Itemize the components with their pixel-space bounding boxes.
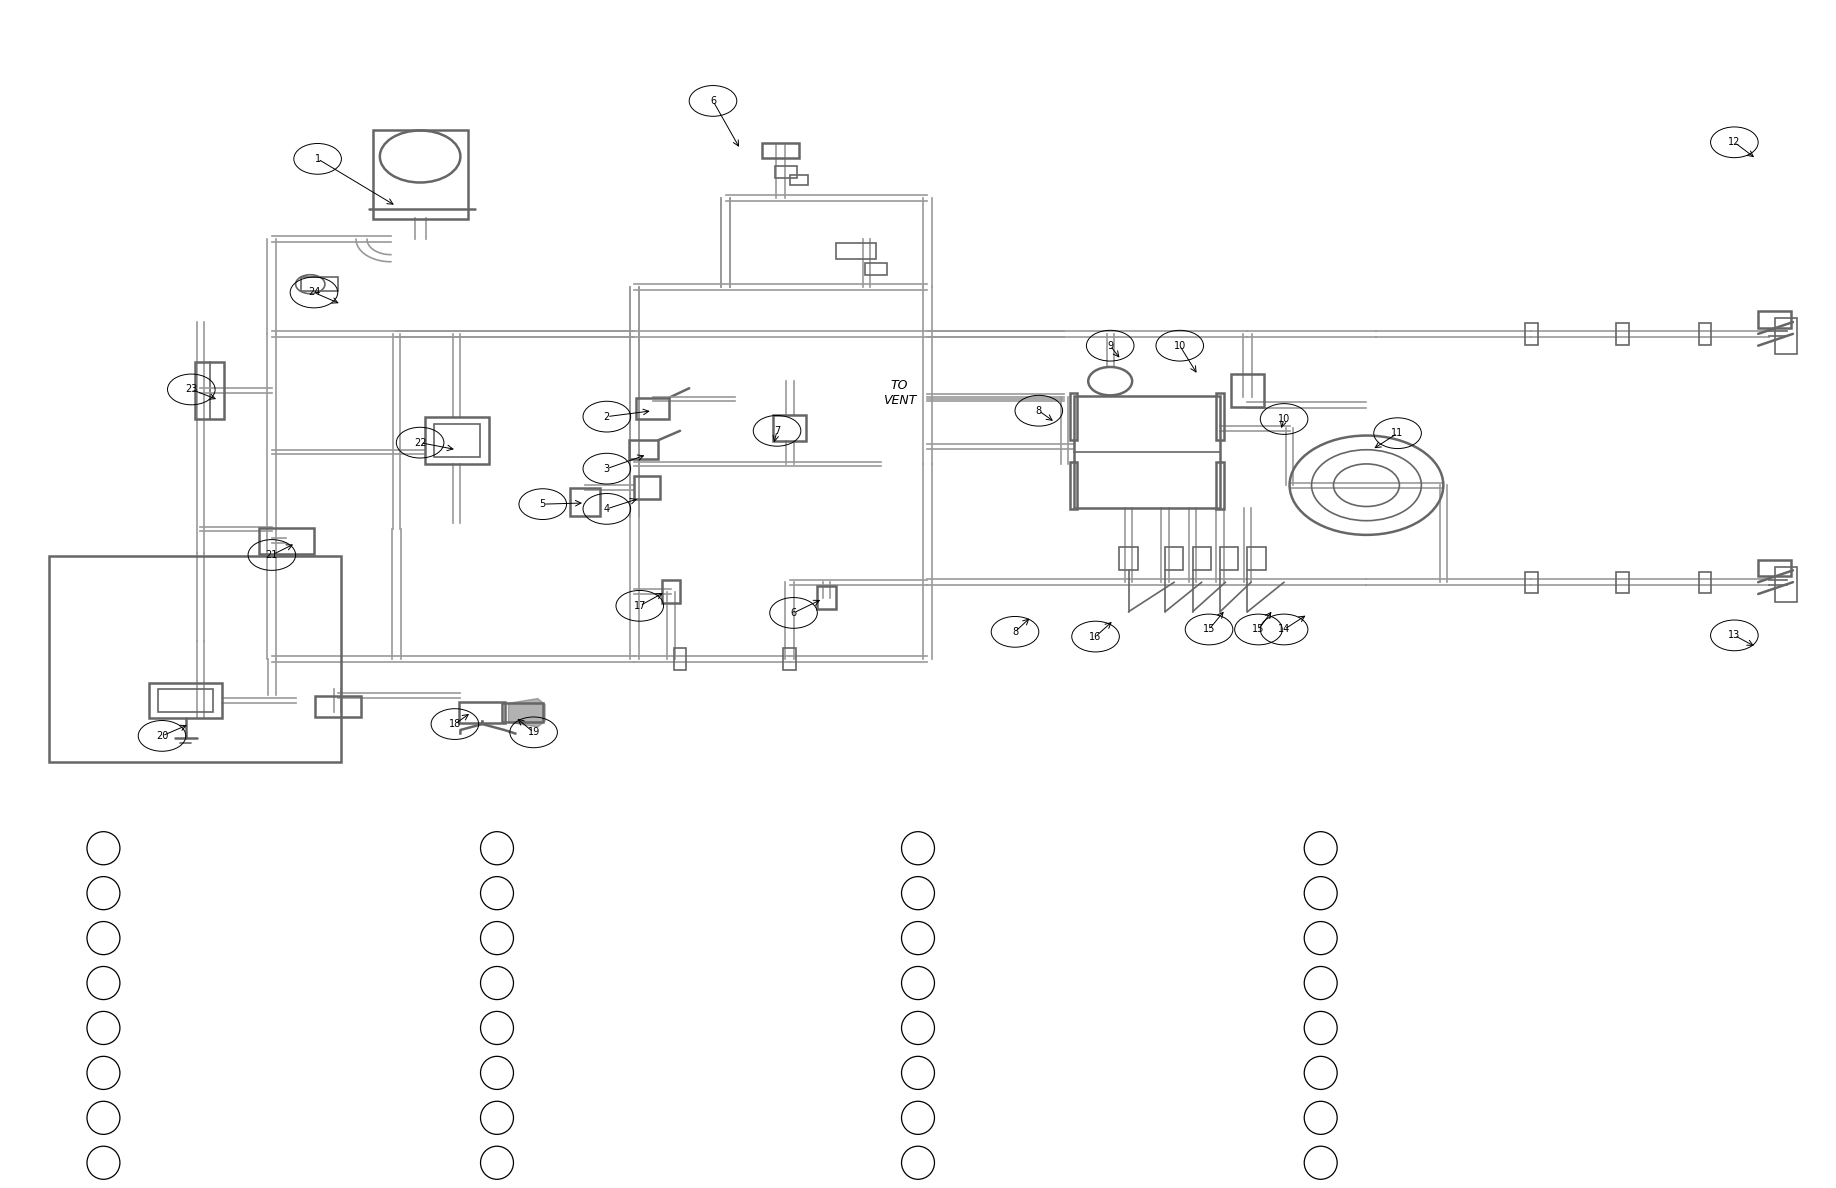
Text: 8: 8 [1036, 406, 1041, 416]
Bar [1616, 323, 1629, 345]
Text: 18: 18 [448, 719, 461, 729]
Text: 3: 3 [604, 463, 610, 474]
Bar [1247, 546, 1265, 570]
Bar [1698, 323, 1711, 345]
Bar [1070, 393, 1078, 441]
Bar [1217, 462, 1223, 508]
Bar [762, 144, 799, 158]
Text: TO
VENT: TO VENT [883, 379, 916, 407]
Bar [1775, 567, 1797, 602]
Bar [259, 527, 314, 554]
Bar [158, 689, 213, 713]
Text: 21: 21 [266, 550, 277, 560]
Text: 7: 7 [775, 425, 780, 436]
Bar [835, 242, 876, 259]
Text: 13: 13 [1728, 631, 1741, 640]
Bar [433, 424, 479, 457]
Bar [1221, 546, 1237, 570]
Text: 9: 9 [1107, 341, 1113, 350]
Text: 2: 2 [604, 411, 610, 422]
Bar [1166, 546, 1184, 570]
Bar [817, 586, 835, 609]
Bar [1524, 323, 1537, 345]
Bar [48, 556, 341, 763]
Bar [1698, 571, 1711, 593]
Bar [459, 702, 505, 722]
Bar [571, 487, 600, 516]
Text: 14: 14 [1278, 625, 1291, 634]
Text: 6: 6 [711, 96, 716, 106]
Bar [773, 416, 806, 442]
Bar [1616, 571, 1629, 593]
Text: 5: 5 [540, 499, 545, 510]
Text: 11: 11 [1392, 428, 1405, 438]
Text: 23: 23 [185, 385, 198, 394]
Bar [1070, 462, 1078, 508]
Text: 17: 17 [633, 601, 646, 611]
Bar [1074, 396, 1221, 508]
Bar [661, 580, 679, 604]
Bar [674, 649, 687, 670]
Bar [775, 166, 797, 178]
Bar [789, 176, 808, 185]
Bar [1120, 546, 1138, 570]
Bar [503, 703, 543, 721]
Text: 1: 1 [314, 154, 321, 164]
Bar [784, 649, 797, 670]
Bar [424, 417, 488, 465]
Text: 24: 24 [308, 287, 319, 297]
Text: 8: 8 [1012, 627, 1019, 637]
Bar [1759, 560, 1792, 576]
Text: 4: 4 [604, 504, 610, 514]
Bar [865, 263, 887, 274]
Text: 10: 10 [1173, 341, 1186, 350]
Text: 16: 16 [1089, 632, 1102, 642]
Text: 22: 22 [413, 437, 426, 448]
Bar [1193, 546, 1212, 570]
Text: 19: 19 [527, 727, 540, 738]
Bar [628, 441, 657, 460]
Bar [1759, 311, 1792, 328]
Text: 20: 20 [156, 731, 169, 741]
Bar [373, 129, 468, 219]
Text: 15: 15 [1252, 625, 1265, 634]
Bar [301, 277, 338, 291]
Text: 10: 10 [1278, 413, 1291, 424]
Text: 12: 12 [1728, 138, 1741, 147]
Bar [635, 398, 668, 419]
Bar [1217, 393, 1223, 441]
Text: 6: 6 [791, 608, 797, 618]
Bar [633, 475, 659, 499]
Bar [195, 362, 224, 419]
Bar [1775, 318, 1797, 354]
Bar [149, 683, 222, 719]
Bar [314, 696, 360, 718]
Bar [1524, 571, 1537, 593]
Text: 15: 15 [1203, 625, 1215, 634]
Bar [1230, 374, 1263, 407]
